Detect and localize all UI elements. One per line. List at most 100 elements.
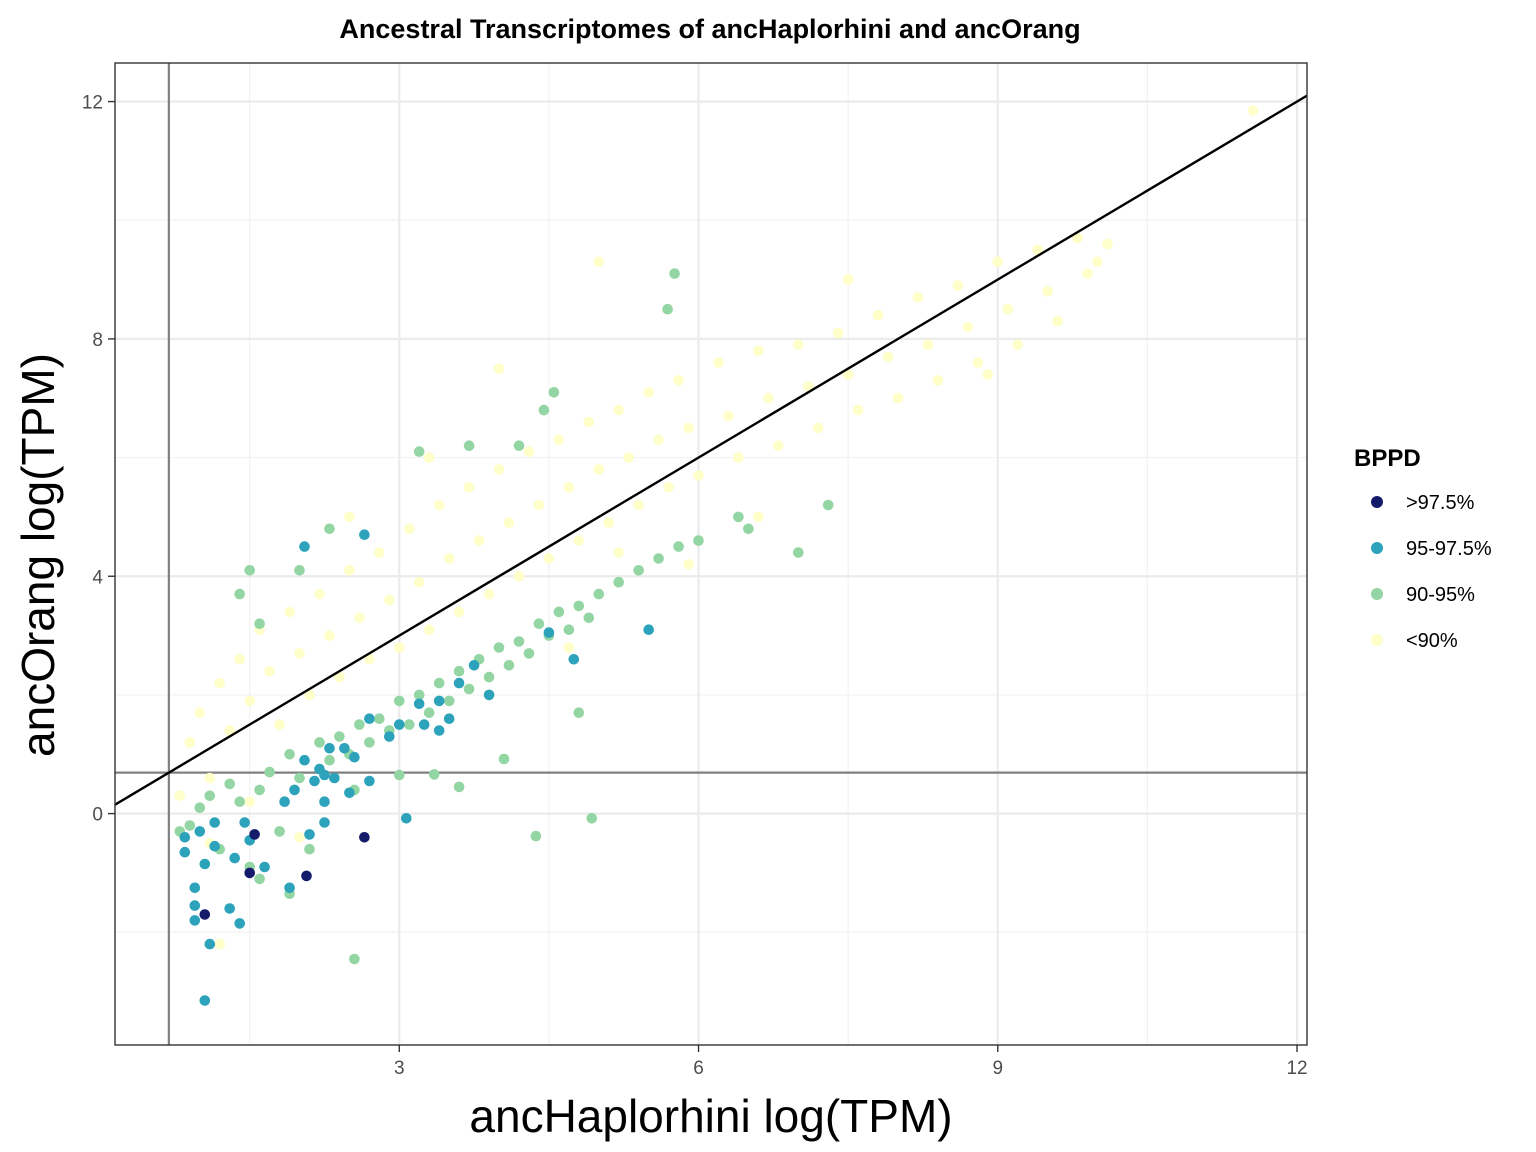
data-point xyxy=(683,559,694,570)
data-point xyxy=(872,309,884,321)
plot-panel xyxy=(115,63,1307,1045)
data-point xyxy=(653,553,664,564)
data-point xyxy=(643,624,654,635)
data-point xyxy=(463,440,475,452)
data-point xyxy=(453,781,465,793)
data-point xyxy=(289,784,300,796)
data-point xyxy=(224,778,235,790)
data-point xyxy=(244,867,255,879)
data-point xyxy=(633,499,644,511)
data-point xyxy=(249,829,260,840)
chart-title: Ancestral Transcriptomes of ancHaplorhin… xyxy=(339,14,1080,44)
data-point xyxy=(753,511,764,523)
data-point xyxy=(274,826,285,837)
data-point xyxy=(563,624,575,635)
data-point xyxy=(538,404,550,416)
data-point xyxy=(812,422,824,434)
data-point xyxy=(329,772,340,784)
data-point xyxy=(339,743,350,754)
data-point xyxy=(294,832,305,843)
data-point xyxy=(543,627,555,638)
data-point xyxy=(513,440,525,452)
data-point xyxy=(404,523,415,535)
data-point xyxy=(364,775,375,787)
data-point xyxy=(662,303,673,315)
data-point xyxy=(324,743,335,754)
data-point xyxy=(503,517,515,529)
data-point xyxy=(892,392,904,404)
data-point xyxy=(922,339,934,351)
identity-line-group xyxy=(114,94,1308,806)
data-point xyxy=(334,671,345,683)
data-point xyxy=(852,404,864,416)
data-point xyxy=(1247,105,1259,116)
data-point xyxy=(304,843,315,855)
data-point xyxy=(394,719,405,730)
data-point xyxy=(264,766,275,778)
data-point xyxy=(882,351,894,363)
data-point xyxy=(1052,315,1063,327)
data-point xyxy=(354,719,365,730)
data-point xyxy=(418,719,430,730)
data-point xyxy=(319,796,330,807)
data-point xyxy=(209,840,220,852)
data-point xyxy=(613,576,624,588)
data-point xyxy=(493,363,505,374)
data-point xyxy=(593,256,605,268)
data-point xyxy=(453,677,465,689)
data-point xyxy=(344,511,355,523)
data-point xyxy=(244,565,255,576)
data-point xyxy=(314,588,325,600)
data-point xyxy=(483,671,495,683)
data-point xyxy=(279,796,290,807)
data-point xyxy=(533,499,545,511)
data-point xyxy=(669,268,680,279)
legend-label: >97.5% xyxy=(1406,492,1475,514)
data-point xyxy=(189,900,201,911)
data-point xyxy=(583,416,595,428)
data-point xyxy=(586,813,598,824)
data-point xyxy=(1002,303,1014,315)
data-point xyxy=(573,600,585,612)
data-point xyxy=(364,654,375,665)
data-point xyxy=(603,517,615,529)
data-point xyxy=(463,481,475,493)
data-point xyxy=(433,695,445,707)
data-point xyxy=(613,547,624,558)
x-tick-label: 3 xyxy=(394,1058,405,1079)
data-point xyxy=(803,381,814,392)
legend-title: BPPD xyxy=(1354,445,1421,472)
data-point xyxy=(832,327,844,339)
x-tick-label: 12 xyxy=(1286,1058,1307,1079)
data-point xyxy=(354,612,365,624)
data-point xyxy=(793,339,804,351)
data-point xyxy=(553,434,565,446)
data-point xyxy=(199,858,211,870)
data-point xyxy=(184,737,196,748)
data-point xyxy=(1012,339,1023,351)
data-point xyxy=(433,499,445,511)
data-point xyxy=(344,565,355,576)
data-point xyxy=(912,292,924,303)
legend: BPPD >97.5% 95-97.5% 90-95% <90% xyxy=(1354,445,1492,652)
data-point xyxy=(753,345,764,357)
data-point xyxy=(294,772,305,784)
data-point xyxy=(683,422,694,434)
data-point xyxy=(404,719,415,730)
data-point xyxy=(593,588,605,600)
data-point xyxy=(199,995,211,1006)
data-point xyxy=(443,553,455,564)
data-point xyxy=(468,660,480,671)
data-point xyxy=(309,775,320,787)
data-point xyxy=(763,392,774,404)
legend-label: 95-97.5% xyxy=(1406,538,1492,560)
data-point xyxy=(384,594,395,606)
data-point xyxy=(573,707,585,718)
data-point xyxy=(301,870,312,882)
data-point xyxy=(483,689,495,701)
legend-label: <90% xyxy=(1406,630,1458,652)
data-point xyxy=(394,642,405,653)
data-point xyxy=(234,588,245,600)
data-point xyxy=(254,873,265,885)
